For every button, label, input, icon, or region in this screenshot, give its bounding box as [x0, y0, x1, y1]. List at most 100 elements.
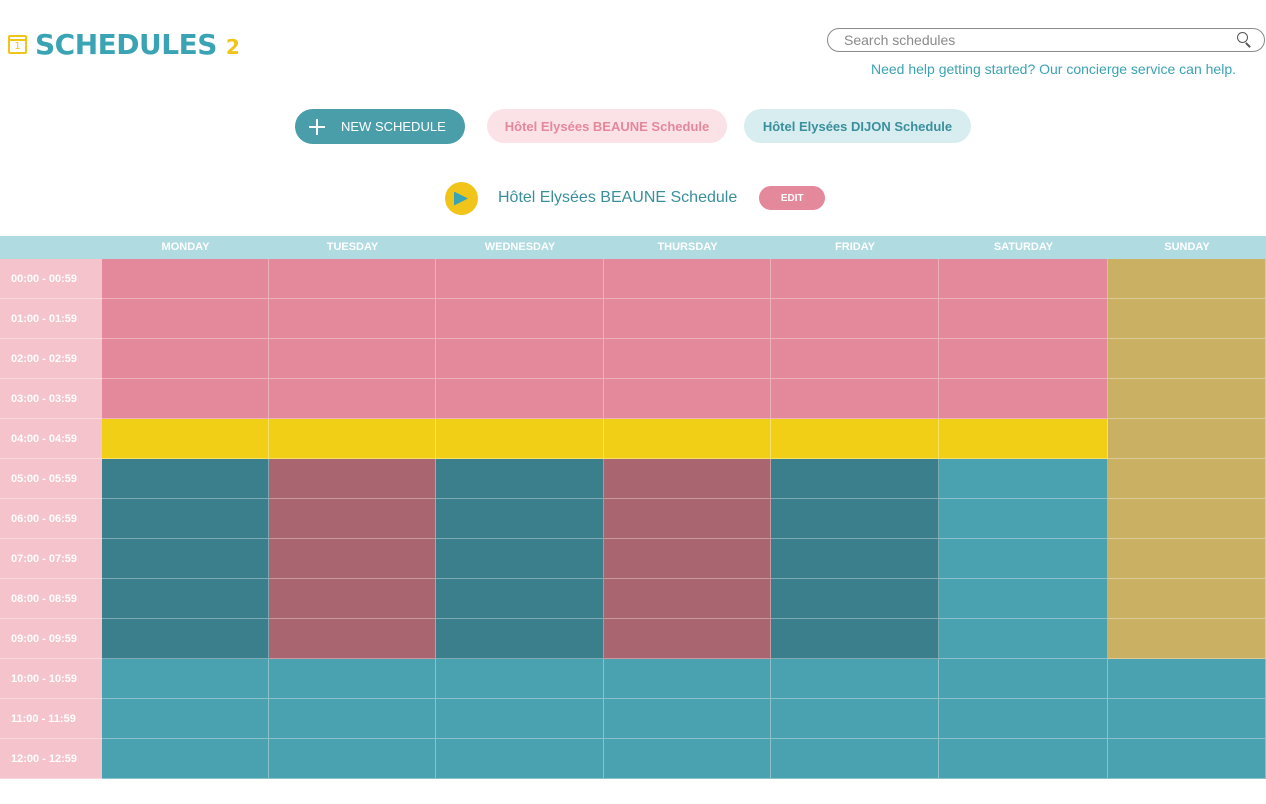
schedule-cell[interactable]: [771, 499, 939, 539]
schedule-cell[interactable]: [1108, 619, 1266, 659]
tab-beaune-schedule[interactable]: Hôtel Elysées BEAUNE Schedule: [487, 109, 727, 143]
schedule-cell[interactable]: [771, 299, 939, 339]
schedule-cell[interactable]: [939, 419, 1108, 459]
schedule-cell[interactable]: [269, 699, 436, 739]
schedule-cell[interactable]: [436, 659, 604, 699]
schedule-cell[interactable]: [436, 379, 604, 419]
new-schedule-button[interactable]: NEW SCHEDULE: [295, 109, 465, 144]
schedule-cell[interactable]: [1108, 539, 1266, 579]
schedule-cell[interactable]: [102, 699, 269, 739]
schedule-cell[interactable]: [269, 419, 436, 459]
search-bar[interactable]: [827, 28, 1265, 52]
schedule-cell[interactable]: [604, 259, 771, 299]
schedule-cell[interactable]: [939, 539, 1108, 579]
schedule-cell[interactable]: [771, 539, 939, 579]
schedule-cell[interactable]: [436, 539, 604, 579]
schedule-cell[interactable]: [436, 699, 604, 739]
schedule-cell[interactable]: [436, 259, 604, 299]
schedule-cell[interactable]: [102, 539, 269, 579]
search-icon[interactable]: [1236, 31, 1254, 49]
schedule-cell[interactable]: [269, 619, 436, 659]
schedule-cell[interactable]: [102, 459, 269, 499]
schedule-cell[interactable]: [1108, 339, 1266, 379]
schedule-cell[interactable]: [436, 739, 604, 779]
schedule-cell[interactable]: [939, 499, 1108, 539]
schedule-cell[interactable]: [269, 579, 436, 619]
schedule-cell[interactable]: [604, 459, 771, 499]
schedule-cell[interactable]: [939, 659, 1108, 699]
schedule-cell[interactable]: [604, 499, 771, 539]
schedule-cell[interactable]: [939, 579, 1108, 619]
play-icon[interactable]: [445, 181, 478, 215]
schedule-cell[interactable]: [1108, 659, 1266, 699]
schedule-cell[interactable]: [604, 579, 771, 619]
schedule-cell[interactable]: [436, 579, 604, 619]
schedule-cell[interactable]: [269, 299, 436, 339]
schedule-cell[interactable]: [269, 739, 436, 779]
schedule-cell[interactable]: [102, 579, 269, 619]
schedule-cell[interactable]: [604, 699, 771, 739]
schedule-cell[interactable]: [436, 499, 604, 539]
schedule-cell[interactable]: [1108, 499, 1266, 539]
schedule-cell[interactable]: [102, 419, 269, 459]
schedule-cell[interactable]: [269, 499, 436, 539]
schedule-cell[interactable]: [102, 299, 269, 339]
schedule-cell[interactable]: [269, 339, 436, 379]
schedule-cell[interactable]: [771, 459, 939, 499]
schedule-cell[interactable]: [604, 739, 771, 779]
schedule-cell[interactable]: [771, 579, 939, 619]
schedule-cell[interactable]: [771, 699, 939, 739]
schedule-cell[interactable]: [1108, 419, 1266, 459]
schedule-cell[interactable]: [939, 619, 1108, 659]
schedule-cell[interactable]: [102, 339, 269, 379]
schedule-cell[interactable]: [939, 699, 1108, 739]
schedule-cell[interactable]: [269, 659, 436, 699]
schedule-cell[interactable]: [102, 739, 269, 779]
search-input[interactable]: [844, 32, 1236, 48]
schedule-cell[interactable]: [771, 419, 939, 459]
schedule-cell[interactable]: [1108, 579, 1266, 619]
schedule-cell[interactable]: [102, 379, 269, 419]
schedule-cell[interactable]: [1108, 299, 1266, 339]
schedule-cell[interactable]: [939, 379, 1108, 419]
schedule-cell[interactable]: [102, 619, 269, 659]
schedule-cell[interactable]: [436, 419, 604, 459]
schedule-cell[interactable]: [436, 299, 604, 339]
schedule-cell[interactable]: [604, 619, 771, 659]
schedule-cell[interactable]: [771, 619, 939, 659]
schedule-cell[interactable]: [604, 339, 771, 379]
schedule-cell[interactable]: [102, 659, 269, 699]
schedule-cell[interactable]: [939, 299, 1108, 339]
schedule-cell[interactable]: [771, 659, 939, 699]
schedule-cell[interactable]: [269, 259, 436, 299]
schedule-cell[interactable]: [269, 379, 436, 419]
tab-dijon-schedule[interactable]: Hôtel Elysées DIJON Schedule: [744, 109, 971, 143]
schedule-cell[interactable]: [939, 259, 1108, 299]
schedule-cell[interactable]: [1108, 459, 1266, 499]
schedule-cell[interactable]: [102, 499, 269, 539]
help-link[interactable]: Need help getting started? Our concierge…: [871, 61, 1236, 77]
schedule-cell[interactable]: [436, 619, 604, 659]
edit-button[interactable]: EDIT: [759, 186, 826, 210]
schedule-cell[interactable]: [1108, 379, 1266, 419]
schedule-cell[interactable]: [604, 379, 771, 419]
schedule-cell[interactable]: [771, 339, 939, 379]
schedule-cell[interactable]: [436, 459, 604, 499]
schedule-cell[interactable]: [939, 339, 1108, 379]
schedule-cell[interactable]: [436, 339, 604, 379]
schedule-cell[interactable]: [1108, 259, 1266, 299]
schedule-cell[interactable]: [771, 259, 939, 299]
schedule-cell[interactable]: [269, 459, 436, 499]
schedule-cell[interactable]: [604, 299, 771, 339]
schedule-cell[interactable]: [939, 739, 1108, 779]
schedule-cell[interactable]: [771, 379, 939, 419]
schedule-cell[interactable]: [939, 459, 1108, 499]
schedule-cell[interactable]: [604, 419, 771, 459]
schedule-cell[interactable]: [604, 539, 771, 579]
schedule-cell[interactable]: [1108, 699, 1266, 739]
schedule-cell[interactable]: [1108, 739, 1266, 779]
schedule-cell[interactable]: [102, 259, 269, 299]
schedule-cell[interactable]: [269, 539, 436, 579]
schedule-cell[interactable]: [604, 659, 771, 699]
schedule-cell[interactable]: [771, 739, 939, 779]
